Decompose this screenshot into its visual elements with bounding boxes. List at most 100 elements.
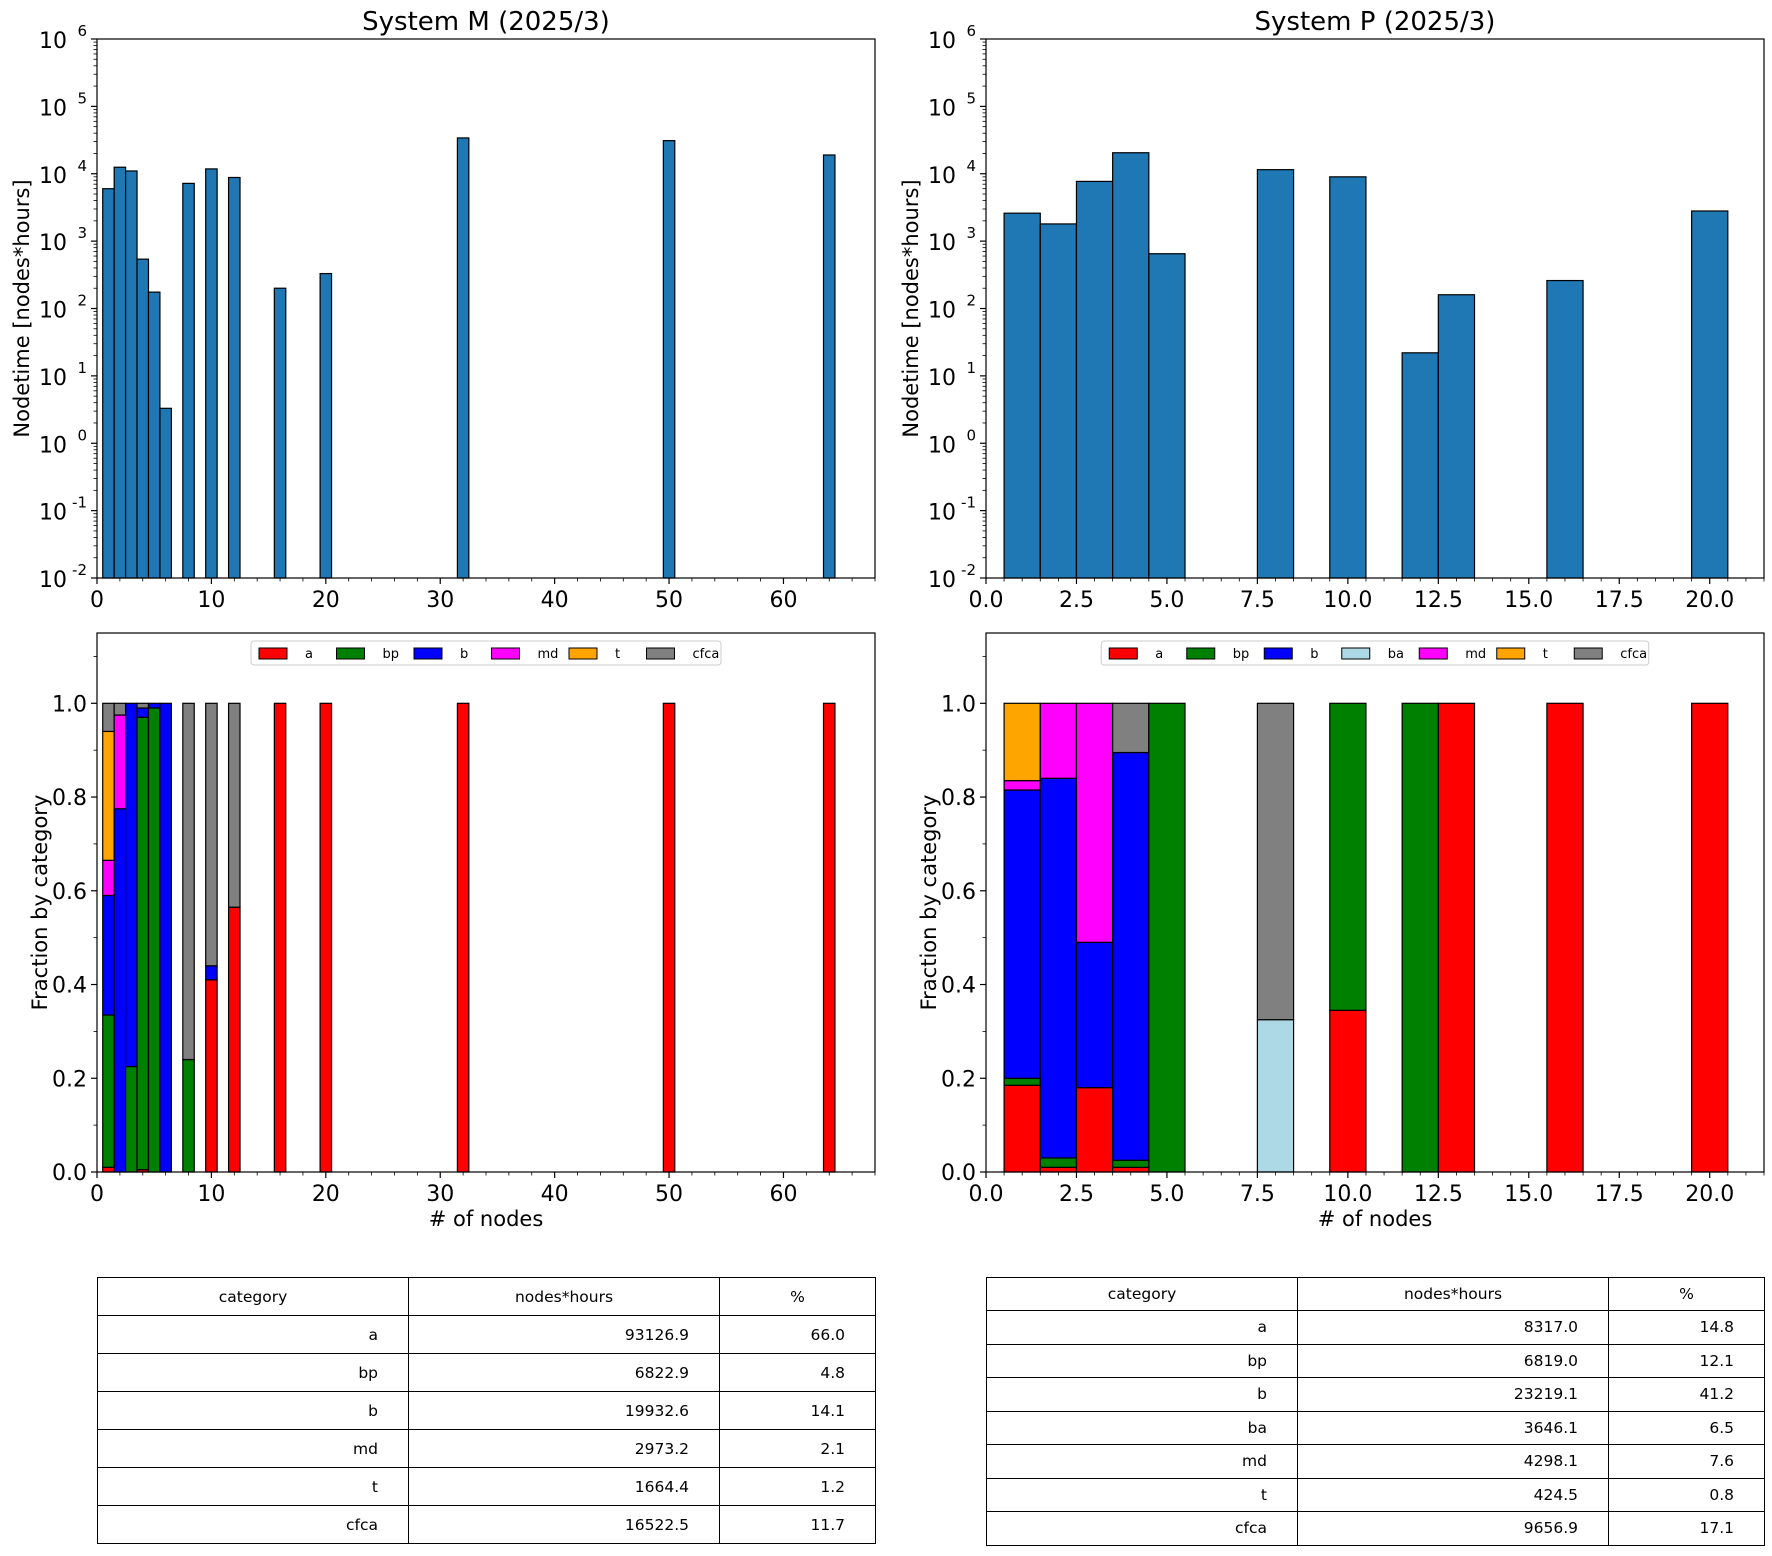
plot-frame: [985, 632, 1765, 1173]
table-cell: 17.1: [1608, 1511, 1765, 1546]
y-tick-exponent: 2: [966, 292, 976, 310]
legend-frame: [250, 640, 722, 666]
bar: [822, 154, 836, 579]
legend-label-cfca: cfca: [693, 647, 720, 662]
legend-label-bp: bp: [383, 647, 400, 662]
x-tick-label: 15.0: [1504, 588, 1553, 613]
bar: [102, 188, 115, 579]
y-tick-label: 10: [928, 501, 956, 526]
legend-swatch-t: [1496, 647, 1526, 660]
y-tick-label: 10: [39, 164, 67, 189]
x-tick-label: 60: [769, 1182, 797, 1207]
y-tick-label: 10: [928, 299, 956, 324]
y-tick-exponent: 1: [77, 359, 87, 377]
table-cell: 1664.4: [408, 1467, 720, 1506]
x-tick-label: 20.0: [1685, 588, 1734, 613]
table-header-row: category nodes*hours%: [986, 1277, 1765, 1311]
y-tick-exponent: 0: [966, 426, 976, 444]
legend-swatch-bp: [336, 647, 365, 660]
bar-segment-cfca: [1256, 702, 1295, 1021]
bar-segment-cfca: [113, 702, 127, 716]
bar-segment-cfca: [102, 702, 115, 733]
legend-swatch-a: [258, 647, 288, 660]
bar-segment-b: [205, 965, 218, 981]
y-tick-label: 0.4: [941, 974, 976, 999]
y-tick-label: 10: [928, 231, 956, 256]
legend-label-ba: ba: [1388, 647, 1404, 662]
bar-segment-cfca: [227, 702, 241, 908]
bar-segment-a: [273, 702, 287, 1173]
y-tick-exponent: 4: [77, 157, 87, 175]
table-cell: 23219.1: [1297, 1377, 1609, 1412]
y-tick-label: 10: [39, 501, 67, 526]
table-row: ba 3646.1 6.5: [986, 1410, 1765, 1445]
bar-segment-ba: [1256, 1019, 1295, 1173]
x-tick-label: 20.0: [1685, 1182, 1734, 1207]
y-tick-exponent: -2: [72, 561, 87, 579]
p-frac-chart: 0.0 2.5 5.0 7.5 10.0 12.5 15.0 17.5 20.0 0.0 0.2 0.…: [917, 632, 1765, 1231]
legend: a bp b ba md t cfca: [1100, 640, 1650, 666]
bar-segment-t: [102, 730, 115, 861]
table-cell: 6819.0: [1297, 1343, 1609, 1378]
table-cell: 6822.9: [408, 1353, 720, 1392]
y-tick-exponent: 2: [77, 292, 87, 310]
bar-segment-b: [125, 702, 138, 1068]
x-tick-label: 20: [312, 1182, 340, 1207]
table-header-row: category nodes*hours%: [97, 1277, 876, 1316]
x-tick-label: 0: [90, 1182, 104, 1207]
y-tick-label: 1.0: [52, 692, 87, 717]
legend-label-md: md: [538, 647, 559, 662]
bar-segment-a: [1691, 702, 1729, 1173]
bar: [456, 137, 470, 579]
bar-segment-cfca: [182, 702, 195, 1061]
bar-segment-bp: [182, 1058, 195, 1173]
bar-segment-bp: [125, 1065, 138, 1173]
y-tick-exponent: 5: [77, 89, 87, 107]
table-cell: 14.1: [719, 1391, 876, 1430]
x-tick-label: 10: [197, 1182, 225, 1207]
table-cell: 16522.5: [408, 1505, 720, 1544]
legend-label-t: t: [615, 647, 620, 662]
legend-swatch-b: [413, 647, 443, 660]
bar-segment-a: [205, 979, 218, 1173]
bar-segment-a: [822, 702, 836, 1173]
y-axis-label: Nodetime [nodes*hours]: [899, 179, 923, 437]
bar-segment-bp: [136, 716, 150, 1171]
bar-segment-bp: [1401, 702, 1439, 1173]
bar-segment-md: [113, 714, 127, 810]
table-cell: b: [97, 1391, 409, 1430]
legend-swatch-bp: [1186, 647, 1216, 660]
x-tick-label: 50: [655, 1182, 683, 1207]
y-tick-exponent: 0: [77, 426, 87, 444]
legend-label-a: a: [305, 647, 313, 662]
legend-swatch-t: [568, 647, 598, 660]
chart-title: System M (2025/3): [362, 7, 610, 37]
bar-segment-b: [113, 808, 127, 1173]
y-tick-label: 10: [39, 29, 67, 54]
table-row: b 19932.6 14.1: [97, 1391, 876, 1430]
bar-segment-cfca: [136, 702, 150, 709]
y-tick-exponent: -1: [72, 494, 87, 512]
bar-segment-a: [319, 702, 333, 1173]
system-m-category-table: category nodes*hours% a 93126.9 66.0 bp 6822.…: [97, 1277, 876, 1544]
table-cell: 2973.2: [408, 1429, 720, 1468]
bar-segment-bp: [1003, 1077, 1041, 1086]
bar: [1039, 223, 1078, 579]
y-tick-exponent: 6: [77, 22, 87, 40]
table-row: a 8317.0 14.8: [986, 1310, 1765, 1345]
x-tick-label: 7.5: [1240, 1182, 1275, 1207]
system-p-category-table: category nodes*hours% a 8317.0 14.8 bp 6819.0…: [986, 1277, 1765, 1546]
bar: [125, 170, 138, 579]
legend-swatch-b: [1263, 647, 1293, 660]
bar: [1546, 279, 1584, 579]
y-tick-label: 10: [39, 568, 67, 593]
table-row: b 23219.1 41.2: [986, 1377, 1765, 1412]
y-tick-label: 0.2: [52, 1067, 87, 1092]
table-row: cfca 9656.9 17.1: [986, 1511, 1765, 1546]
bar-segment-t: [1003, 702, 1041, 782]
bar-segment-b: [147, 702, 161, 709]
table-row: bp 6822.9 4.8: [97, 1353, 876, 1392]
legend-label-b: b: [460, 647, 468, 662]
table-cell: md: [97, 1429, 409, 1468]
